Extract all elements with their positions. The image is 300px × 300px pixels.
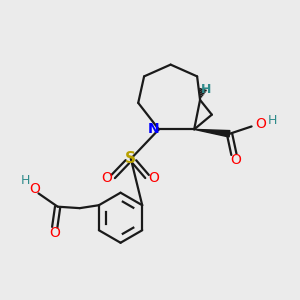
Text: O: O xyxy=(29,182,40,196)
Text: O: O xyxy=(230,153,241,167)
Polygon shape xyxy=(194,129,230,137)
Text: S: S xyxy=(125,151,136,166)
Text: H: H xyxy=(201,83,211,96)
Text: O: O xyxy=(101,171,112,185)
Text: O: O xyxy=(49,226,60,240)
Text: N: N xyxy=(148,122,159,136)
Text: O: O xyxy=(148,171,159,185)
Text: H: H xyxy=(21,174,30,187)
Text: H: H xyxy=(268,114,277,127)
Text: O: O xyxy=(255,117,266,131)
